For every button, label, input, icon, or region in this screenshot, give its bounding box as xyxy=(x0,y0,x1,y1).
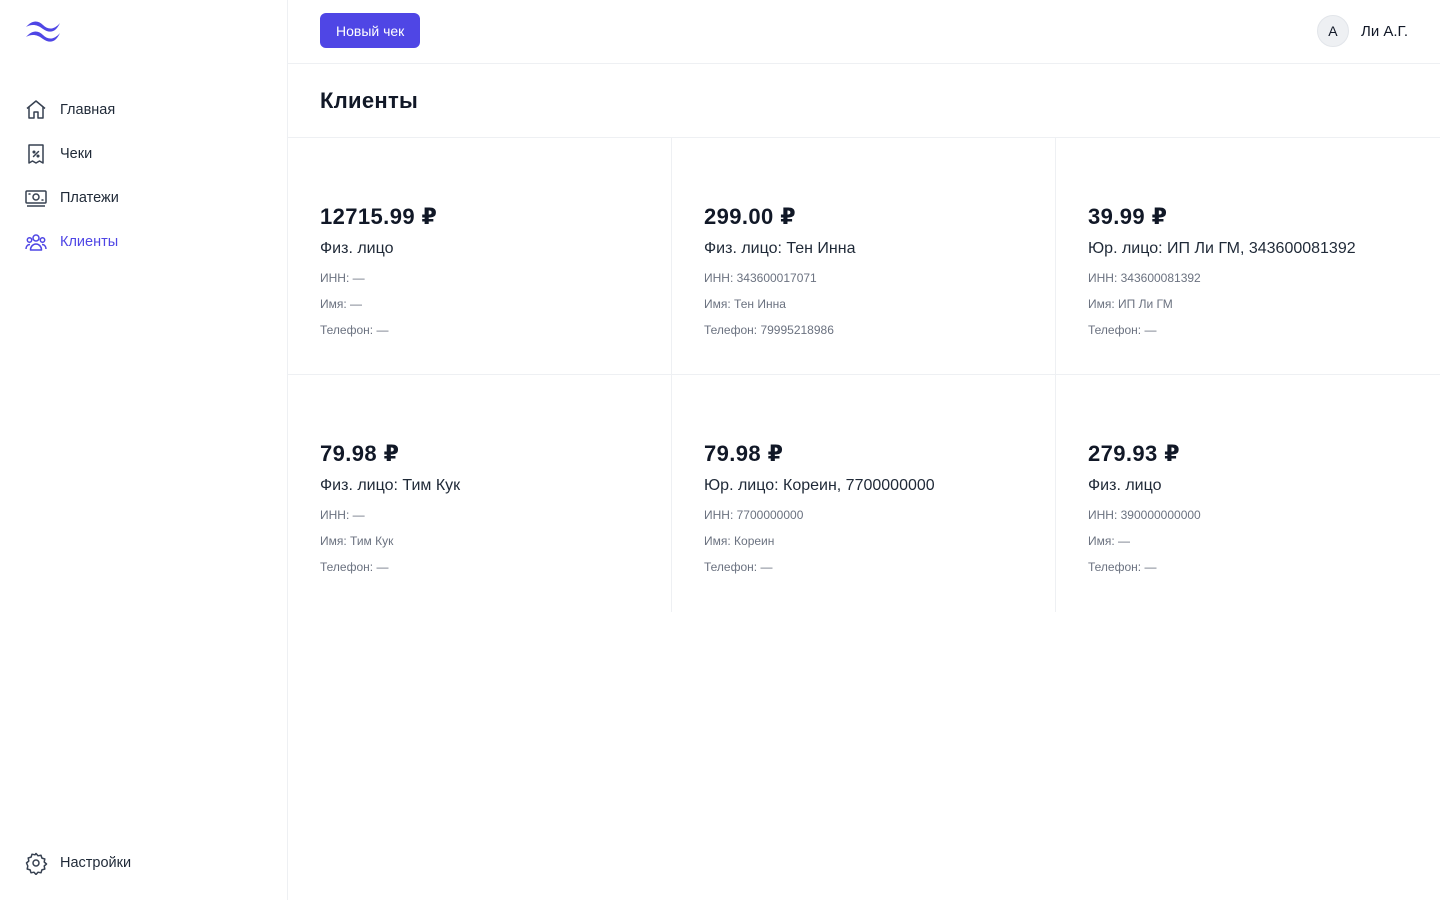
client-amount: 299.00 ₽ xyxy=(704,204,796,229)
client-amount: 79.98 ₽ xyxy=(320,441,400,466)
client-amount: 12715.99 ₽ xyxy=(320,204,438,229)
home-icon xyxy=(24,98,48,122)
client-amount: 279.93 ₽ xyxy=(1088,441,1180,466)
client-amount: 79.98 ₽ xyxy=(704,441,784,466)
client-phone: Телефон: — xyxy=(1088,560,1157,574)
sidebar-item-payments[interactable]: Платежи xyxy=(0,176,288,220)
clients-grid: 12715.99 ₽ Физ. лицо ИНН: — Имя: — Телеф… xyxy=(288,138,1440,612)
client-phone: Телефон: 79995218986 xyxy=(704,323,834,337)
sidebar-item-label: Чеки xyxy=(60,146,93,162)
sidebar-item-label: Главная xyxy=(60,102,116,118)
client-title: Физ. лицо xyxy=(1088,477,1162,494)
client-card[interactable]: 39.99 ₽ Юр. лицо: ИП Ли ГМ, 343600081392… xyxy=(1056,138,1440,375)
client-card[interactable]: 12715.99 ₽ Физ. лицо ИНН: — Имя: — Телеф… xyxy=(288,138,672,375)
client-inn: ИНН: — xyxy=(320,271,365,285)
client-title: Юр. лицо: ИП Ли ГМ, 343600081392 xyxy=(1088,240,1356,257)
client-inn: ИНН: — xyxy=(320,508,365,522)
client-title: Физ. лицо: Тим Кук xyxy=(320,477,461,494)
topbar: Новый чек A Ли А.Г. xyxy=(288,0,1440,64)
client-name: Имя: Тен Инна xyxy=(704,297,786,311)
sidebar-item-label: Платежи xyxy=(60,190,119,206)
receipt-icon xyxy=(24,142,48,166)
client-card[interactable]: 279.93 ₽ Физ. лицо ИНН: 390000000000 Имя… xyxy=(1056,375,1440,612)
sidebar-item-receipts[interactable]: Чеки xyxy=(0,132,288,176)
sidebar-item-label: Настройки xyxy=(60,855,132,871)
sidebar-item-home[interactable]: Главная xyxy=(0,88,288,132)
client-card[interactable]: 79.98 ₽ Физ. лицо: Тим Кук ИНН: — Имя: Т… xyxy=(288,375,672,612)
client-phone: Телефон: — xyxy=(320,323,389,337)
client-title: Физ. лицо: Тен Инна xyxy=(704,240,856,257)
user-name[interactable]: Ли А.Г. xyxy=(1360,22,1408,40)
client-inn: ИНН: 390000000000 xyxy=(1088,508,1201,522)
sidebar-nav: Главная Чеки Платежи Клиенты xyxy=(0,88,288,264)
sidebar-item-clients[interactable]: Клиенты xyxy=(0,220,288,264)
client-name: Имя: Кореин xyxy=(704,534,775,548)
users-icon xyxy=(24,230,48,254)
client-phone: Телефон: — xyxy=(704,560,773,574)
logo-icon[interactable] xyxy=(24,18,62,44)
client-inn: ИНН: 7700000000 xyxy=(704,508,804,522)
gear-icon xyxy=(24,851,48,875)
client-phone: Телефон: — xyxy=(320,560,389,574)
client-name: Имя: ИП Ли ГМ xyxy=(1088,297,1173,311)
page-header: Клиенты xyxy=(288,64,1440,138)
client-card[interactable]: 299.00 ₽ Физ. лицо: Тен Инна ИНН: 343600… xyxy=(672,138,1056,375)
client-title: Юр. лицо: Кореин, 7700000000 xyxy=(704,477,935,494)
sidebar-item-settings[interactable]: Настройки xyxy=(0,841,288,885)
banknote-icon xyxy=(24,186,48,210)
avatar[interactable]: A xyxy=(1316,15,1349,47)
new-receipt-button[interactable]: Новый чек xyxy=(320,13,421,48)
sidebar: Главная Чеки Платежи Клиенты Настройк xyxy=(0,0,288,900)
client-name: Имя: Тим Кук xyxy=(320,534,394,548)
page-title: Клиенты xyxy=(320,88,419,113)
client-name: Имя: — xyxy=(320,297,363,311)
client-amount: 39.99 ₽ xyxy=(1088,204,1168,229)
client-phone: Телефон: — xyxy=(1088,323,1157,337)
client-card[interactable]: 79.98 ₽ Юр. лицо: Кореин, 7700000000 ИНН… xyxy=(672,375,1056,612)
client-title: Физ. лицо xyxy=(320,240,394,257)
client-inn: ИНН: 343600017071 xyxy=(704,271,817,285)
client-name: Имя: — xyxy=(1088,534,1131,548)
sidebar-footer: Настройки xyxy=(0,841,288,885)
sidebar-item-label: Клиенты xyxy=(60,234,119,250)
client-inn: ИНН: 343600081392 xyxy=(1088,271,1201,285)
user-menu[interactable]: A Ли А.Г. xyxy=(1316,15,1408,47)
